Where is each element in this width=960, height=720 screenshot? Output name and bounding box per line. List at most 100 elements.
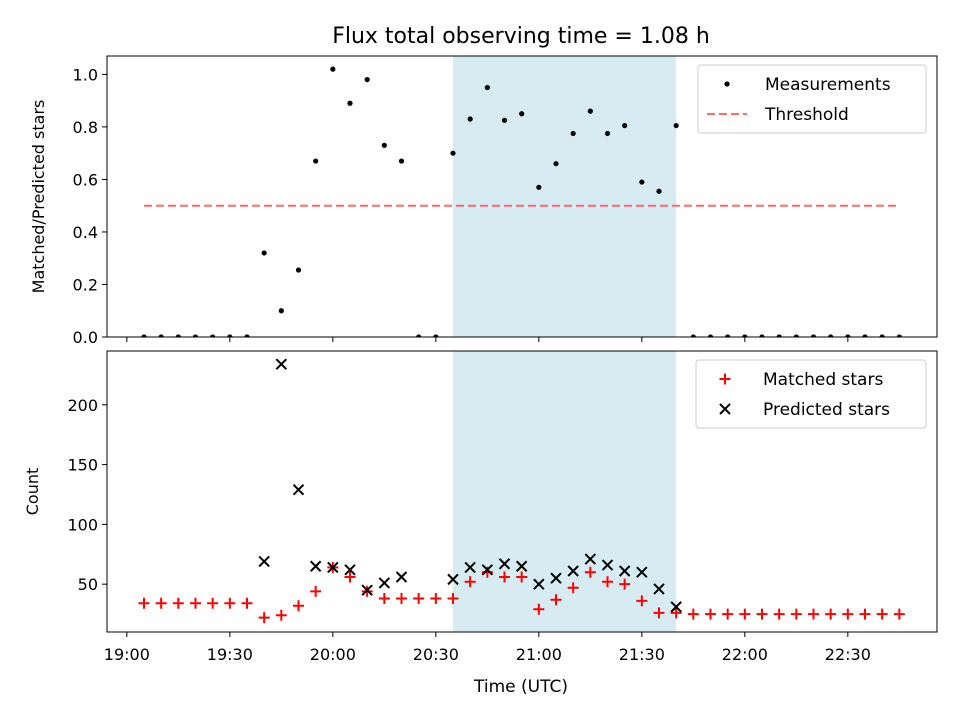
matched-star-marker	[567, 582, 579, 594]
predicted-star-marker	[327, 561, 339, 574]
measurement-point	[467, 116, 473, 122]
predicted-star-marker	[344, 564, 356, 576]
measurement-point	[501, 117, 508, 123]
plot-area	[138, 358, 905, 624]
matched-star-marker	[842, 608, 854, 620]
matched-star-marker	[636, 595, 648, 607]
measurement-point	[725, 334, 731, 337]
y-axis-label: Count	[23, 468, 42, 516]
predicted-star-marker	[395, 571, 408, 583]
predicted-star-marker	[567, 565, 579, 577]
matched-star-marker	[705, 608, 716, 620]
x-tick-label: 22:30	[825, 645, 871, 664]
matched-star-marker	[258, 612, 270, 624]
x-tick-label: 22:00	[722, 645, 768, 664]
predicted-star-marker	[275, 358, 288, 370]
measurement-point	[519, 111, 525, 117]
predicted-star-marker	[464, 561, 476, 574]
predicted-star-marker	[258, 555, 270, 568]
legend-label: Threshold	[764, 105, 849, 125]
matched-star-marker	[172, 597, 184, 609]
predicted-star-marker	[550, 572, 562, 584]
measurement-point	[553, 161, 559, 167]
measurement-point	[295, 267, 302, 273]
matched-star-marker	[413, 593, 425, 605]
matched-star-marker	[190, 597, 201, 609]
y-tick-label: 0.2	[73, 275, 98, 294]
predicted-star-marker	[378, 577, 391, 589]
predicted-star-marker	[584, 553, 597, 565]
measurement-point	[227, 334, 233, 337]
y-tick-label: 50	[78, 575, 98, 594]
matched-star-marker	[207, 597, 219, 609]
legend-box	[695, 359, 927, 429]
x-tick-label: 20:30	[413, 645, 459, 664]
measurement-point	[810, 334, 817, 337]
x-tick-label: 19:30	[207, 645, 253, 664]
predicted-star-marker	[533, 578, 545, 590]
predicted-star-marker	[653, 583, 665, 595]
matched-star-marker	[533, 603, 545, 615]
measurement-point	[793, 334, 799, 337]
measurement-point	[604, 130, 611, 137]
matched-star-marker	[722, 608, 734, 620]
measurement-point	[742, 334, 748, 337]
y-tick-label: 150	[67, 456, 98, 475]
matched-star-marker	[344, 571, 356, 583]
measurement-point	[192, 334, 199, 337]
measurement-point	[570, 130, 576, 137]
matched-star-marker	[893, 608, 905, 620]
matched-star-marker	[602, 576, 613, 588]
measurement-point	[673, 122, 679, 129]
matched-star-marker	[430, 593, 442, 605]
matched-star-marker	[790, 608, 802, 620]
measurement-point	[879, 334, 885, 337]
measurement-point	[313, 158, 319, 164]
measurement-point	[845, 334, 851, 337]
predicted-star-marker	[498, 558, 511, 570]
measurement-point	[175, 334, 181, 337]
matched-star-marker	[876, 608, 888, 620]
y-tick-label: 100	[67, 515, 98, 534]
x-tick-label: 21:00	[516, 645, 562, 664]
matched-star-marker	[378, 593, 390, 605]
predicted-star-marker	[618, 565, 631, 577]
predicted-star-marker	[309, 560, 322, 572]
measurement-point	[622, 122, 628, 129]
measurement-point	[433, 334, 439, 337]
y-tick-label: 0.8	[73, 118, 98, 137]
matched-star-marker	[825, 608, 837, 620]
matched-star-marker	[241, 597, 253, 609]
x-axis-label: Time (UTC)	[473, 677, 568, 697]
measurement-point	[587, 108, 593, 114]
measurement-point	[690, 334, 696, 337]
measurement-point	[244, 334, 250, 337]
y-tick-label: 0.0	[73, 328, 98, 347]
x-tick-label: 21:30	[619, 645, 665, 664]
matched-star-marker	[224, 597, 236, 609]
legend-marker-measurements	[724, 81, 730, 87]
measurement-point	[656, 188, 662, 194]
measurement-point	[398, 158, 405, 164]
observing-window-shade	[453, 56, 677, 337]
plot-area	[141, 66, 902, 337]
measurement-point	[158, 334, 164, 337]
legend-marker-predicted	[719, 403, 731, 415]
axes-frame	[106, 55, 938, 338]
x-tick-label: 20:00	[310, 645, 356, 664]
matched-star-marker	[396, 593, 407, 605]
measurement-point	[278, 308, 284, 314]
matched-star-marker	[859, 608, 871, 620]
measurement-point	[210, 334, 216, 337]
predicted-star-marker	[670, 601, 682, 613]
matched-star-marker	[550, 594, 562, 606]
measurement-point	[330, 66, 336, 72]
predicted-star-marker	[481, 564, 494, 576]
measurement-point	[381, 142, 387, 148]
legend-label: Predicted stars	[763, 400, 890, 420]
observing-window-shade	[453, 351, 677, 632]
measurement-point	[347, 100, 353, 106]
matched-star-marker	[808, 608, 819, 620]
matched-star-marker	[756, 608, 768, 620]
